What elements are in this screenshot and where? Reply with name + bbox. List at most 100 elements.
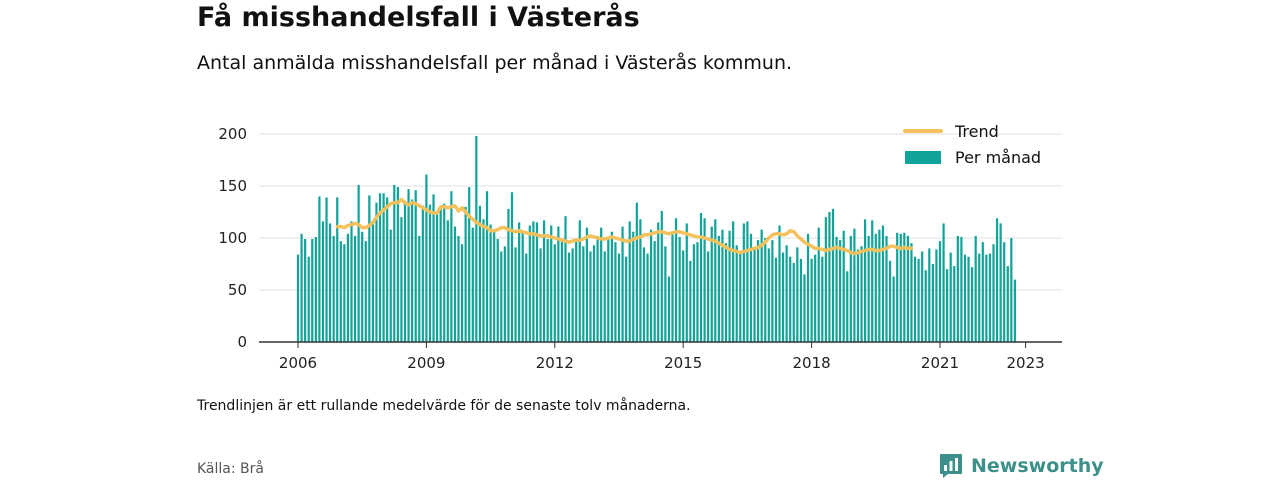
- bar: [767, 248, 770, 342]
- bar: [992, 244, 995, 342]
- bar: [803, 274, 806, 342]
- chart-subtitle: Antal anmälda misshandelsfall per månad …: [197, 52, 793, 74]
- bar: [653, 241, 656, 342]
- bar: [361, 231, 364, 342]
- bar: [749, 233, 753, 342]
- bar: [439, 207, 442, 342]
- bar: [703, 218, 706, 342]
- bar: [995, 218, 999, 342]
- bar: [771, 240, 774, 342]
- bar: [357, 184, 360, 342]
- bar: [764, 238, 767, 342]
- bar: [774, 257, 778, 342]
- bar: [503, 246, 506, 342]
- bar: [896, 232, 899, 342]
- bar: [642, 247, 646, 342]
- x-tick-label: 2006: [279, 354, 317, 372]
- bar: [810, 258, 813, 342]
- bar: [414, 190, 417, 342]
- legend-trend-label: Trend: [954, 122, 999, 141]
- bar: [400, 217, 403, 342]
- brand-name: Newsworthy: [971, 455, 1104, 477]
- bar: [781, 252, 785, 342]
- bar: [478, 205, 482, 342]
- bar: [500, 251, 503, 342]
- bar: [375, 202, 378, 342]
- bar: [649, 229, 653, 342]
- bar: [746, 221, 749, 342]
- bar: [799, 258, 803, 342]
- bar: [756, 240, 760, 342]
- bar: [592, 245, 596, 342]
- bar: [600, 227, 603, 342]
- bar: [625, 256, 628, 342]
- bar: [567, 252, 571, 342]
- brand-logo[interactable]: Newsworthy: [939, 452, 1104, 480]
- bar: [960, 236, 963, 342]
- bar: [575, 239, 578, 342]
- bar: [314, 236, 317, 342]
- bar: [942, 223, 945, 342]
- bar: [824, 217, 827, 342]
- bar: [396, 187, 399, 342]
- bar: [657, 222, 660, 342]
- bar: [899, 233, 902, 342]
- bar: [953, 266, 956, 342]
- bar: [617, 253, 621, 342]
- bar: [542, 220, 546, 342]
- bar: [678, 236, 681, 342]
- y-tick-label: 50: [228, 281, 247, 299]
- bar: [878, 229, 881, 342]
- bar: [660, 210, 663, 342]
- bar: [389, 229, 392, 342]
- bar: [332, 235, 335, 342]
- bar: [485, 191, 489, 342]
- bar: [428, 204, 432, 342]
- bar: [518, 222, 521, 342]
- bar: [689, 260, 692, 342]
- bar: [453, 226, 457, 342]
- bar: [300, 233, 303, 342]
- legend: Trend Per månad: [903, 122, 1041, 167]
- bar: [514, 247, 517, 342]
- bar: [871, 220, 874, 342]
- bar: [931, 264, 934, 342]
- bar: [831, 208, 835, 342]
- bar: [1013, 279, 1017, 342]
- bar: [921, 251, 924, 342]
- bar: [760, 229, 763, 342]
- bar: [970, 267, 974, 342]
- chart-title: Få misshandelsfall i Västerås: [197, 2, 640, 33]
- bar: [853, 228, 856, 342]
- x-tick-label: 2015: [664, 354, 702, 372]
- bar: [903, 232, 906, 342]
- bar: [664, 246, 667, 342]
- bar: [457, 235, 460, 342]
- x-tick-label: 2018: [793, 354, 831, 372]
- bar: [721, 229, 724, 342]
- x-tick-label: 2021: [921, 354, 959, 372]
- bar: [432, 194, 435, 342]
- newsworthy-logo-icon: [940, 454, 962, 478]
- bar: [946, 269, 949, 342]
- bar: [988, 253, 992, 342]
- bar: [585, 227, 589, 342]
- bar: [817, 227, 820, 342]
- bar: [318, 196, 321, 342]
- bar: [732, 221, 735, 342]
- bar: [778, 225, 781, 342]
- bar: [546, 239, 549, 342]
- bar: [336, 197, 339, 342]
- bar: [821, 256, 824, 342]
- bar: [985, 254, 988, 342]
- bar: [917, 258, 920, 342]
- bar: [446, 220, 449, 342]
- bar: [639, 219, 642, 342]
- bar: [532, 221, 535, 342]
- bar: [728, 230, 731, 342]
- bar: [596, 235, 599, 342]
- bar: [521, 231, 524, 342]
- bar: [425, 174, 428, 342]
- bar: [696, 242, 699, 342]
- bar: [963, 254, 967, 342]
